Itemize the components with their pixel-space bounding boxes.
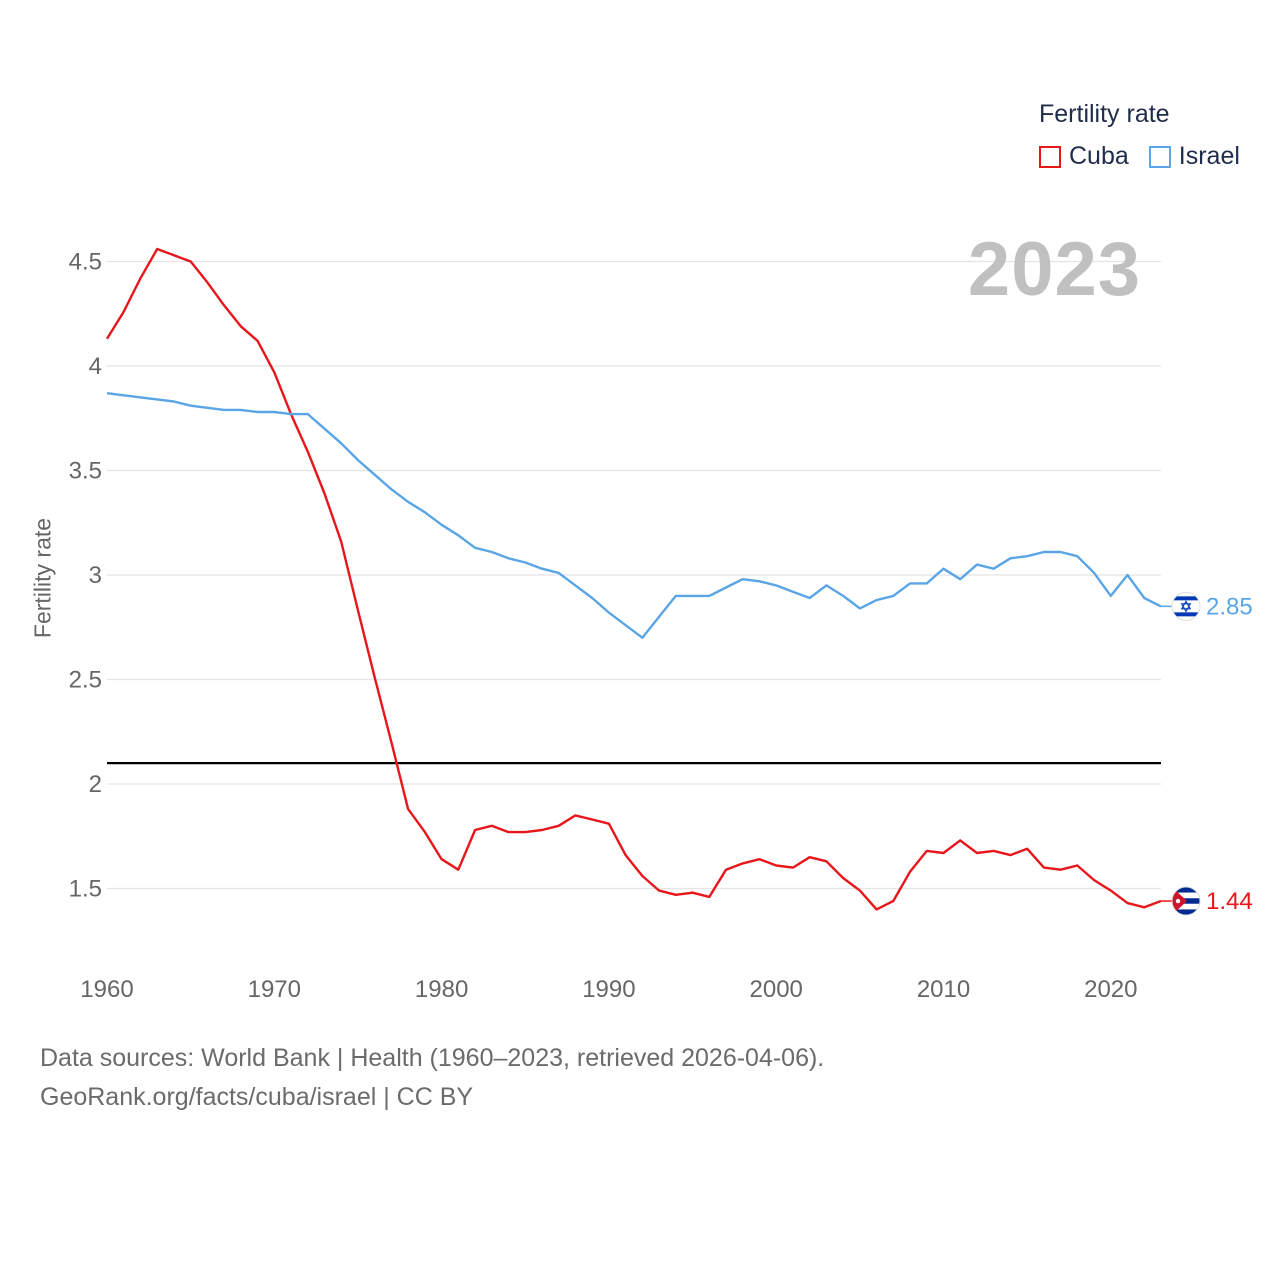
cuba-flag-icon xyxy=(1171,886,1201,916)
y-tick-label: 3 xyxy=(89,562,102,589)
legend-label-cuba: Cuba xyxy=(1069,142,1129,170)
israel-flag-icon xyxy=(1171,591,1201,621)
y-tick-label: 1.5 xyxy=(69,876,102,903)
x-tick-label: 2010 xyxy=(917,976,970,1003)
x-tick-label: 1970 xyxy=(248,976,301,1003)
legend-item-cuba[interactable]: Cuba xyxy=(1039,142,1129,171)
end-value-israel: 2.85 xyxy=(1206,593,1253,620)
legend-title: Fertility rate xyxy=(1039,100,1170,128)
x-tick-label: 1980 xyxy=(415,976,468,1003)
y-tick-label: 4.5 xyxy=(69,249,102,276)
series-lines xyxy=(105,247,1162,911)
year-label: 2023 xyxy=(967,227,1141,312)
y-axis-label: Fertility rate xyxy=(29,517,56,639)
footer-link[interactable]: GeoRank.org/facts/cuba/israel | CC BY xyxy=(40,1083,474,1111)
footer-source: Data sources: World Bank | Health (1960–… xyxy=(40,1044,825,1072)
y-tick-label: 2 xyxy=(89,771,102,798)
series-line-israel xyxy=(106,392,1162,639)
legend-swatch-israel xyxy=(1148,145,1171,168)
end-value-cuba: 1.44 xyxy=(1206,888,1253,915)
y-axis-ticks: 1.5 2 2.5 3 3.5 4 4.5 xyxy=(69,249,102,903)
y-tick-label: 3.5 xyxy=(69,458,102,485)
y-tick-label: 4 xyxy=(89,353,102,380)
grid-lines xyxy=(107,260,1161,890)
end-markers: 1.44 2.85 xyxy=(1161,591,1253,916)
series-line-cuba xyxy=(105,247,1162,911)
y-tick-label: 2.5 xyxy=(69,667,102,694)
x-tick-label: 1990 xyxy=(582,976,635,1003)
x-tick-label: 1960 xyxy=(80,976,133,1003)
x-tick-label: 2020 xyxy=(1084,976,1137,1003)
x-tick-label: 2000 xyxy=(750,976,803,1003)
legend: Cuba Israel xyxy=(1039,142,1260,171)
legend-item-israel[interactable]: Israel xyxy=(1148,142,1240,171)
legend-swatch-cuba xyxy=(1039,145,1061,168)
legend-label-israel: Israel xyxy=(1178,142,1240,170)
x-axis-ticks: 1960 1970 1980 1990 2000 2010 2020 xyxy=(80,976,1137,1003)
